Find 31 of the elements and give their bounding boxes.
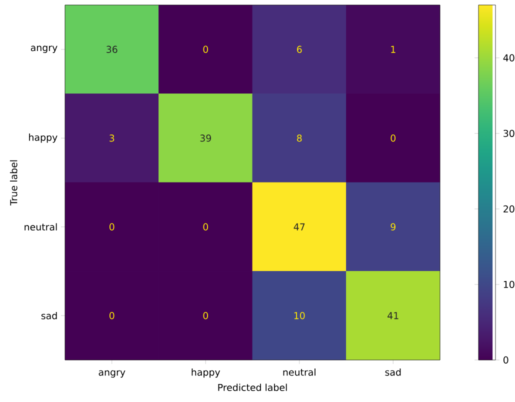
color-bar-label: 40 <box>503 54 514 62</box>
color-bar-label: 0 <box>503 356 508 364</box>
data-label: 36 <box>106 46 118 53</box>
data-label: 0 <box>109 312 114 320</box>
color-bar-label: 30 <box>504 130 514 137</box>
y-tick-label: sad <box>41 312 57 320</box>
data-label: 47 <box>294 223 305 230</box>
y-tick-label: neutral <box>24 223 57 231</box>
data-label: 3 <box>110 134 114 142</box>
data-label: 1 <box>391 46 396 53</box>
x-tick-label: sad <box>385 368 401 376</box>
data-label: 0 <box>203 312 208 320</box>
color-bar-label: 10 <box>504 280 514 288</box>
data-label: 39 <box>200 134 211 142</box>
x-tick-label: neutral <box>283 368 316 376</box>
x-tick-label: happy <box>192 368 220 378</box>
data-label: 10 <box>294 312 305 320</box>
x-axis-title: Predicted label <box>218 384 287 392</box>
y-axis-title: True label <box>10 160 18 206</box>
data-label: 0 <box>390 134 396 142</box>
y-tick-label: happy <box>29 134 58 143</box>
y-tick-label: angry <box>30 46 58 54</box>
data-label: 6 <box>297 46 302 53</box>
data-label: 0 <box>109 223 114 230</box>
data-label: 0 <box>203 223 208 230</box>
data-label: 9 <box>390 223 396 230</box>
data-label: 41 <box>388 312 398 320</box>
data-label: 8 <box>297 134 302 142</box>
data-label: 0 <box>203 46 208 53</box>
color-bar-label: 20 <box>504 205 514 213</box>
x-tick-label: angry <box>98 370 126 378</box>
